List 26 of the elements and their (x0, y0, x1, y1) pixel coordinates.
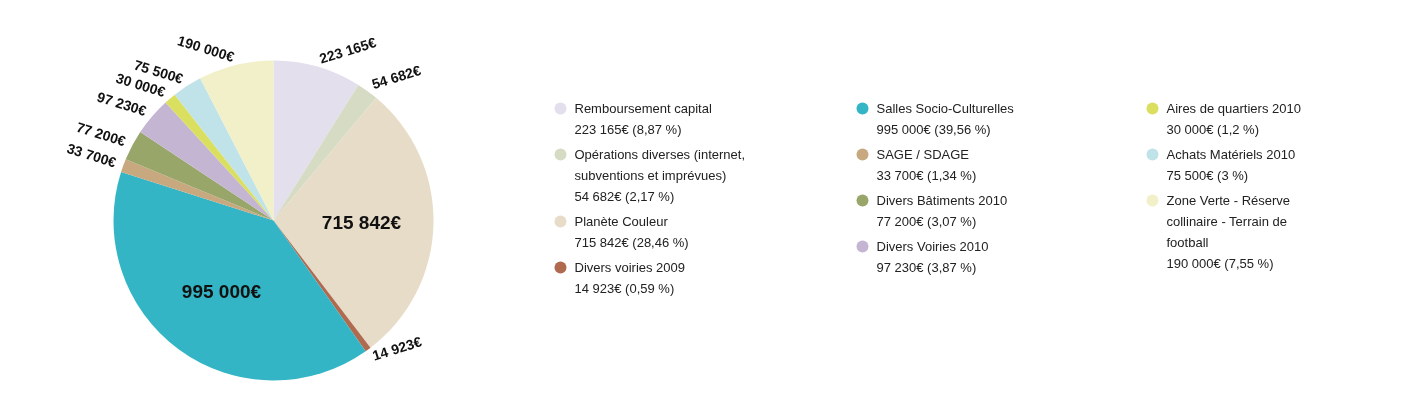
data-label: 190 000€ (175, 32, 237, 65)
legend-label: SAGE / SDAGE (876, 147, 970, 162)
data-label: 14 923€ (370, 333, 424, 364)
text: 75 500€ (3 %) (1166, 168, 1249, 183)
text: 190 000€ (7,55 %) (1166, 256, 1274, 271)
text: 54 682€ (2,17 %) (574, 189, 675, 204)
data-label: 715 842€ (321, 211, 402, 233)
legend-label: Salles Socio-Culturelles (876, 101, 1015, 116)
legend-label: Opérations diverses (internet, subventions et imprévues) (574, 147, 746, 183)
text: 77 200€ (3,07 %) (876, 214, 977, 229)
text: 97 230€ (3,87 %) (876, 260, 977, 275)
text: 14 923€ (0,59 %) (574, 281, 675, 296)
legend-label: Divers Bâtiments 2010 (876, 193, 1008, 208)
legend-label: Planète Couleur (574, 214, 669, 229)
text: 223 165€ (8,87 %) (574, 122, 682, 137)
legend-label: Aires de quartiers 2010 (1166, 101, 1301, 116)
legend-label: Zone Verte - Réserve collinaire - Terrain de football (1166, 193, 1291, 250)
text: 30 000€ (1,2 %) (1166, 122, 1260, 137)
text: 33 700€ (1,34 %) (876, 168, 977, 183)
data-label: 995 000€ (181, 280, 262, 302)
legend-label: Divers Voiries 2010 (876, 239, 989, 254)
legend-label: Divers voiries 2009 (574, 260, 686, 275)
legend-label: Remboursement capital (574, 101, 712, 116)
text: 995 000€ (39,56 %) (876, 122, 991, 137)
legend-label: Achats Matériels 2010 (1166, 147, 1296, 162)
text: 715 842€ (28,46 %) (574, 235, 689, 250)
